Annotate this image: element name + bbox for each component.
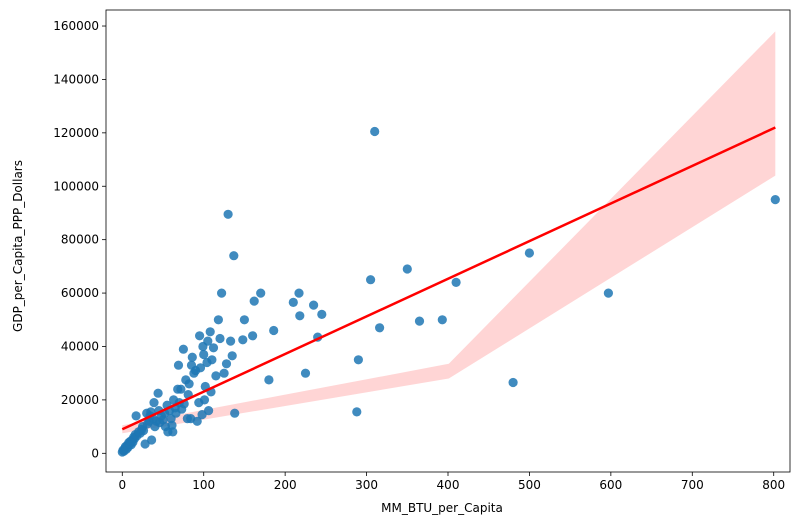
data-point-98 [256, 288, 266, 298]
data-point-30 [147, 435, 157, 445]
data-point-113 [402, 264, 412, 274]
y-tick-label-100000: 100000 [53, 179, 99, 193]
data-point-23 [138, 426, 149, 436]
plot-frame [105, 9, 791, 473]
data-point-74 [199, 395, 210, 405]
data-point-116 [451, 277, 461, 287]
x-axis-label: MM_BTU_per_Capita [381, 501, 503, 515]
data-point-84 [213, 315, 223, 325]
axes-layer [102, 9, 791, 476]
data-point-91 [227, 351, 237, 361]
data-point-61 [184, 379, 194, 389]
y-tick-label-140000: 140000 [53, 72, 99, 86]
data-point-17 [131, 411, 141, 421]
y-tick-label-20000: 20000 [61, 393, 99, 407]
data-point-54 [176, 384, 186, 394]
confidence-band-layer [122, 31, 776, 434]
y-tick-label-120000: 120000 [53, 126, 99, 140]
data-point-112 [375, 323, 385, 333]
data-point-82 [208, 343, 219, 353]
data-point-86 [217, 288, 227, 298]
x-tick-label-300: 300 [355, 478, 378, 492]
data-point-83 [211, 371, 221, 381]
data-point-69 [195, 331, 205, 341]
x-tick-label-200: 200 [274, 478, 297, 492]
tick-labels-layer: 0 100 200 300 400 500 600 700 800 0 20000 40000 6000… [53, 19, 785, 492]
data-point-99 [264, 375, 274, 385]
data-point-67 [192, 416, 202, 426]
data-point-73 [199, 349, 209, 360]
data-point-119 [603, 288, 614, 298]
data-point-96 [248, 331, 258, 341]
data-point-103 [295, 311, 305, 321]
data-point-115 [437, 315, 447, 325]
y-tick-label-160000: 160000 [53, 19, 99, 33]
data-point-90 [226, 336, 236, 346]
data-point-108 [352, 407, 362, 417]
data-point-81 [207, 355, 217, 365]
data-point-52 [173, 360, 184, 370]
x-tick-label-600: 600 [599, 478, 622, 492]
data-point-89 [223, 209, 233, 219]
data-point-47 [168, 427, 178, 437]
y-tick-label-80000: 80000 [61, 233, 99, 247]
axis-labels-layer: MM_BTU_per_Capita GDP_per_Capita_PPP_Dol… [11, 160, 503, 515]
data-point-114 [414, 316, 425, 326]
data-point-56 [178, 344, 188, 354]
x-tick-label-0: 0 [118, 478, 126, 492]
confidence-band [122, 31, 776, 434]
regression-line-layer [121, 126, 776, 431]
x-tick-label-800: 800 [762, 478, 785, 492]
x-tick-label-500: 500 [518, 478, 541, 492]
data-point-111 [370, 126, 380, 137]
x-tick-label-400: 400 [437, 478, 460, 492]
data-point-109 [353, 355, 363, 365]
data-point-120 [770, 195, 780, 205]
data-point-64 [187, 352, 197, 362]
data-point-32 [149, 398, 159, 408]
x-tick-label-700: 700 [681, 478, 704, 492]
data-point-93 [230, 408, 240, 418]
data-point-87 [219, 368, 229, 378]
data-point-101 [288, 297, 298, 307]
data-point-118 [524, 248, 535, 258]
y-axis-label: GDP_per_Capita_PPP_Dollars [11, 160, 25, 332]
data-point-88 [221, 359, 232, 369]
data-point-79 [205, 327, 215, 337]
data-point-78 [204, 406, 214, 416]
scatter-points-layer [117, 126, 780, 457]
data-point-105 [309, 300, 319, 310]
data-point-104 [300, 368, 311, 378]
data-point-77 [203, 336, 213, 346]
x-tick-label-100: 100 [192, 478, 215, 492]
data-point-97 [249, 296, 259, 306]
y-tick-label-60000: 60000 [61, 286, 99, 300]
y-tick-label-0: 0 [91, 446, 99, 460]
data-point-95 [239, 315, 249, 325]
data-point-110 [366, 275, 376, 285]
data-point-100 [269, 325, 279, 336]
data-point-94 [238, 335, 248, 345]
data-point-102 [294, 288, 304, 298]
y-tick-label-40000: 40000 [61, 339, 99, 353]
data-point-70 [195, 363, 206, 373]
data-point-107 [317, 309, 327, 319]
data-point-85 [215, 333, 225, 344]
regression-line [121, 126, 776, 431]
data-point-117 [508, 377, 518, 388]
data-point-92 [229, 251, 239, 261]
data-point-35 [153, 388, 163, 398]
